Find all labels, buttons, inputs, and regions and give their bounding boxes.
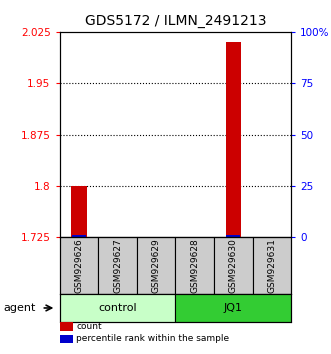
Title: GDS5172 / ILMN_2491213: GDS5172 / ILMN_2491213 [85, 14, 266, 28]
Text: percentile rank within the sample: percentile rank within the sample [76, 334, 229, 343]
Text: GSM929631: GSM929631 [267, 238, 276, 293]
Bar [60, 237, 98, 294]
Bar [226, 42, 241, 237]
Text: GSM929626: GSM929626 [74, 238, 83, 293]
Bar [98, 237, 137, 294]
Text: count: count [76, 322, 102, 331]
Text: GSM929630: GSM929630 [229, 238, 238, 293]
Text: control: control [98, 303, 137, 313]
Bar [72, 235, 86, 237]
Bar [226, 235, 240, 237]
Bar [214, 237, 253, 294]
Bar [60, 294, 175, 322]
Bar [253, 237, 291, 294]
Bar [175, 294, 291, 322]
Text: agent: agent [3, 303, 36, 313]
Text: GSM929627: GSM929627 [113, 238, 122, 293]
Bar [71, 186, 87, 237]
Bar [137, 237, 175, 294]
Text: JQ1: JQ1 [224, 303, 243, 313]
Bar [175, 237, 214, 294]
Text: GSM929628: GSM929628 [190, 238, 199, 293]
Bar [60, 322, 73, 331]
Text: GSM929629: GSM929629 [152, 238, 161, 293]
Bar [60, 335, 73, 343]
